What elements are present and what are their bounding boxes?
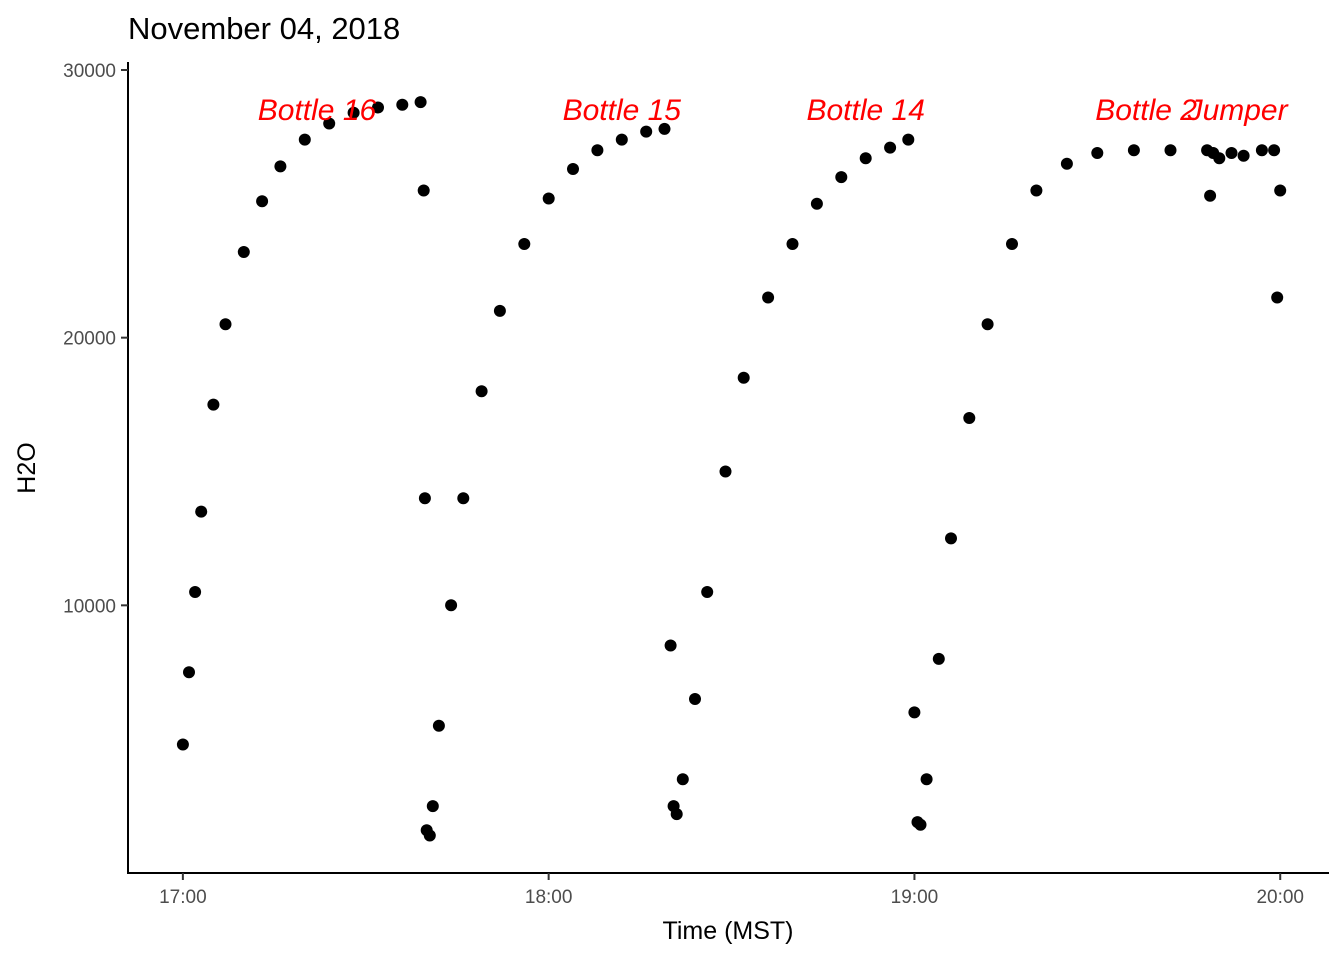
x-tick-label: 19:00 (891, 887, 939, 908)
data-point (518, 238, 531, 250)
data-point (1237, 149, 1250, 162)
data-point (493, 304, 506, 317)
data-point (426, 800, 439, 813)
data-point (274, 160, 287, 173)
x-ticks: 17:00 18:00 19:00 20:00 (159, 873, 1304, 908)
y-tick-label: 30000 (63, 61, 116, 82)
data-point (908, 706, 921, 719)
x-tick-label: 20:00 (1256, 887, 1304, 908)
chart-title: November 04, 2018 (128, 11, 400, 46)
data-point (423, 829, 436, 842)
data-point (1164, 144, 1177, 157)
data-point (1091, 147, 1104, 159)
data-point (786, 238, 799, 250)
data-point (719, 465, 732, 478)
annotation-label: Bottle 16 (258, 94, 377, 127)
data-point (676, 773, 689, 786)
data-point (591, 144, 604, 157)
y-tick-label: 10000 (63, 596, 116, 617)
data-point (445, 599, 458, 612)
y-tick-label: 20000 (63, 329, 116, 350)
data-point (1213, 152, 1226, 165)
data-point (1271, 291, 1284, 304)
data-point (658, 122, 671, 135)
data-point (183, 666, 195, 679)
data-point (207, 398, 220, 411)
x-tick-label: 17:00 (159, 887, 207, 908)
data-point (417, 184, 430, 197)
data-point (1030, 184, 1043, 197)
data-point (256, 195, 269, 208)
data-point (1127, 144, 1140, 157)
data-point (981, 318, 994, 331)
annotation-label: Jumper (1187, 94, 1289, 127)
data-point (1274, 184, 1287, 197)
data-point (932, 652, 945, 665)
data-point (1060, 157, 1073, 170)
y-axis-title: H2O (13, 442, 41, 493)
data-point (195, 505, 208, 518)
data-point (457, 492, 470, 505)
data-point (219, 318, 232, 331)
data-points (176, 96, 1287, 842)
data-point (237, 246, 250, 258)
annotation-label: Bottle 2 (1095, 94, 1197, 127)
data-point (810, 197, 823, 210)
x-tick-label: 18:00 (525, 887, 573, 908)
data-point (372, 101, 384, 114)
data-point (432, 719, 445, 732)
data-point (670, 808, 683, 821)
data-point (835, 171, 848, 184)
data-point (914, 818, 927, 831)
data-point (1255, 144, 1268, 157)
data-point (920, 773, 933, 786)
data-point (396, 98, 409, 111)
x-axis-title: Time (MST) (663, 917, 794, 945)
data-point (176, 738, 189, 751)
data-point (1268, 144, 1281, 157)
data-point (418, 492, 431, 505)
data-point (963, 412, 976, 424)
data-point (615, 133, 628, 146)
data-point (945, 532, 957, 545)
data-point (762, 291, 775, 304)
data-point (1225, 147, 1238, 159)
data-point (664, 639, 677, 652)
data-point (1204, 189, 1217, 202)
data-point (567, 163, 579, 175)
data-point (189, 586, 202, 598)
data-point (640, 125, 653, 138)
data-point (1006, 238, 1018, 250)
annotation-label: Bottle 14 (806, 94, 924, 127)
annotation-label: Bottle 15 (563, 94, 682, 127)
data-point (737, 371, 750, 384)
data-point (884, 141, 897, 154)
data-point (902, 133, 915, 146)
data-point (689, 693, 701, 705)
y-ticks: 10000 20000 30000 (63, 61, 128, 617)
data-point (542, 192, 555, 205)
data-point (347, 106, 360, 119)
data-point (475, 385, 488, 398)
data-point (859, 152, 872, 165)
data-point (298, 133, 311, 146)
data-point (701, 586, 714, 598)
data-point (323, 117, 336, 130)
data-point (414, 96, 427, 109)
annotations: Bottle 16 Bottle 15 Bottle 14 Bottle 2Jumpe… (258, 94, 1289, 127)
